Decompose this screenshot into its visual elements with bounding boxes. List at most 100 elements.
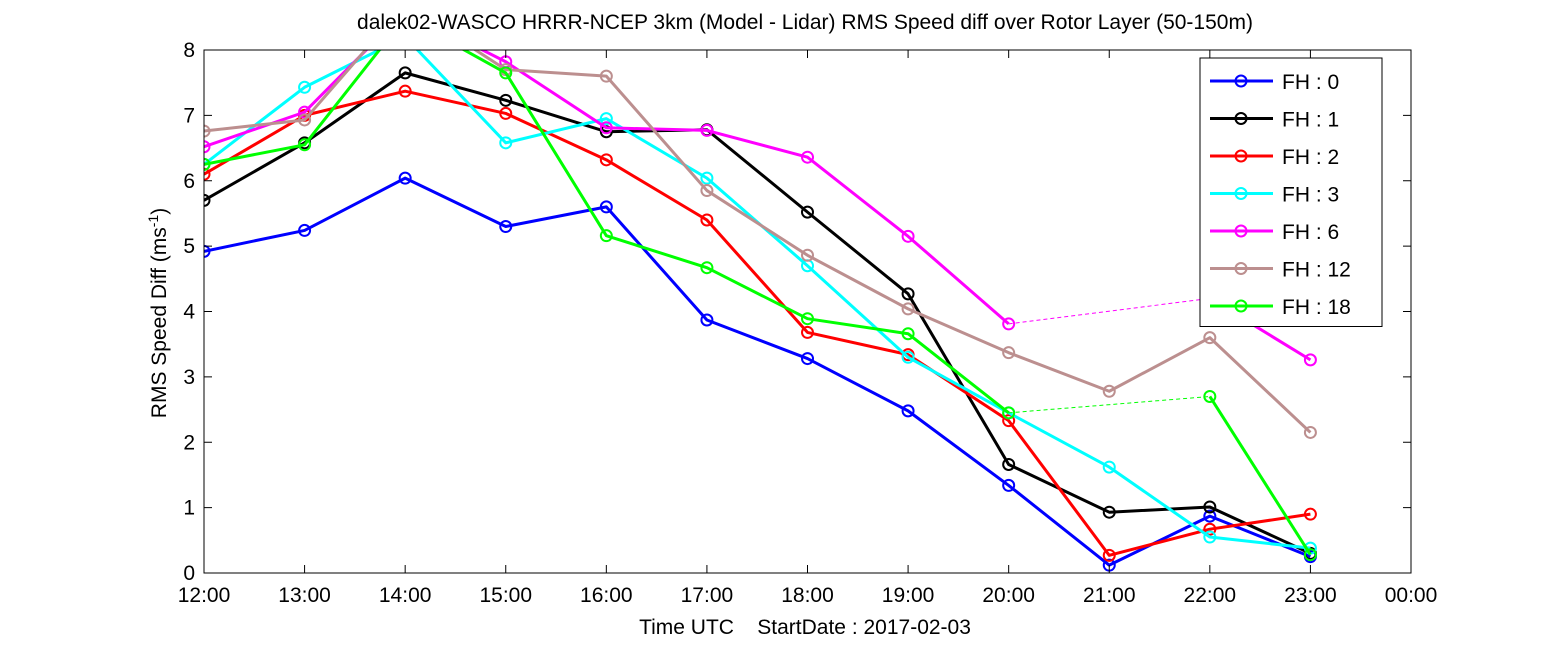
data-point <box>1102 384 1116 398</box>
series-5 <box>204 0 1317 439</box>
data-point <box>599 153 613 167</box>
data-point <box>398 84 412 98</box>
data-point <box>1002 346 1016 360</box>
series-0 <box>204 171 1317 572</box>
legend-label: FH : 3 <box>1282 184 1339 207</box>
series-line <box>204 71 1312 555</box>
legend-label: FH : 0 <box>1282 71 1339 94</box>
data-point <box>700 213 714 227</box>
x-axis-label: Time UTC StartDate : 2017-02-03 <box>639 616 971 639</box>
data-point <box>1203 509 1217 523</box>
y-tick-label: 2 <box>183 431 195 454</box>
data-point <box>298 138 312 152</box>
data-point <box>599 112 613 126</box>
data-point <box>700 184 714 198</box>
data-point <box>204 124 211 138</box>
legend-marker <box>1234 262 1248 275</box>
data-point <box>499 93 513 107</box>
x-tick-label: 16:00 <box>580 584 633 607</box>
series-4 <box>204 50 1317 367</box>
legend-label: FH : 2 <box>1282 146 1339 169</box>
data-point <box>298 113 312 127</box>
legend-label: FH : 6 <box>1282 221 1339 244</box>
legend-label: FH : 1 <box>1282 109 1339 132</box>
data-point <box>700 123 714 137</box>
data-point <box>499 66 513 80</box>
data-point <box>801 248 814 262</box>
data-point <box>1002 317 1016 331</box>
x-tick-label: 13:00 <box>278 584 331 607</box>
x-tick-label: 23:00 <box>1284 584 1337 607</box>
series-line <box>204 176 1311 567</box>
data-point <box>1002 406 1016 420</box>
data-point <box>499 136 513 150</box>
y-tick-label: 4 <box>183 301 195 324</box>
data-point <box>204 193 211 207</box>
y-axis-label-superscript: -1 <box>145 215 161 228</box>
x-tick-label: 15:00 <box>479 584 532 607</box>
data-point <box>1002 478 1016 492</box>
legend-item: FH : 0 <box>1210 71 1339 94</box>
data-point <box>1203 522 1217 536</box>
x-tick-label: 17:00 <box>681 584 734 607</box>
data-point <box>901 229 915 243</box>
y-axis-label-main: RMS Speed Diff (ms <box>148 227 171 418</box>
series-layer <box>204 0 1317 572</box>
legend-marker <box>1234 112 1248 125</box>
data-point <box>801 352 814 366</box>
x-tick-label: 14:00 <box>379 584 432 607</box>
data-point <box>599 69 613 83</box>
x-tick-label: 00:00 <box>1385 584 1438 607</box>
data-point <box>298 80 312 94</box>
y-axis-label-close: ) <box>148 208 171 215</box>
data-point <box>901 404 915 418</box>
data-point <box>901 302 915 316</box>
legend-item: FH : 1 <box>1210 109 1339 132</box>
data-point <box>1303 507 1317 521</box>
data-point <box>901 327 915 341</box>
data-point <box>1002 457 1016 471</box>
legend: FH : 0 FH : 1 FH : 2 FH : 3 FH : 6 FH : 12 FH … <box>1199 57 1383 327</box>
data-point <box>204 244 211 258</box>
y-axis-label: RMS Speed Diff (ms-1) <box>145 208 171 418</box>
x-tick-label: 12:00 <box>178 584 231 607</box>
data-point <box>901 350 915 364</box>
series-line <box>204 50 1010 326</box>
data-point <box>1203 500 1217 514</box>
data-point <box>1002 414 1016 428</box>
data-point <box>599 121 613 135</box>
data-point <box>599 229 613 243</box>
y-tick-label: 8 <box>183 39 195 62</box>
legend-item: FH : 12 <box>1210 259 1351 282</box>
legend-marker <box>1234 74 1248 88</box>
axes-layer: 12:00 13:00 14:00 15:00 16:00 17:00 18:00 19:00… <box>178 39 1438 607</box>
data-point <box>1303 353 1317 367</box>
data-point <box>801 312 814 326</box>
data-point <box>801 325 814 339</box>
data-point <box>1102 460 1116 474</box>
series-gap-line <box>1008 297 1210 325</box>
data-point <box>801 205 814 219</box>
series-6 <box>204 50 1317 562</box>
y-tick-label: 1 <box>183 497 195 520</box>
data-point <box>398 171 412 185</box>
data-point <box>1303 548 1317 562</box>
data-point <box>801 150 814 164</box>
data-point <box>1203 389 1217 403</box>
data-point <box>700 313 714 327</box>
series-line <box>204 50 1312 434</box>
x-tick-label: 20:00 <box>982 584 1035 607</box>
legend-marker <box>1234 299 1248 313</box>
series-line <box>1208 395 1312 556</box>
data-point <box>398 66 412 80</box>
data-point <box>599 200 613 214</box>
data-point <box>499 106 513 120</box>
data-point <box>1102 505 1116 519</box>
series-line <box>204 50 1010 415</box>
legend-marker <box>1234 187 1248 200</box>
y-tick-label: 0 <box>183 562 195 585</box>
y-tick-label: 5 <box>183 235 195 258</box>
data-point <box>400 0 411 10</box>
data-point <box>204 157 211 171</box>
